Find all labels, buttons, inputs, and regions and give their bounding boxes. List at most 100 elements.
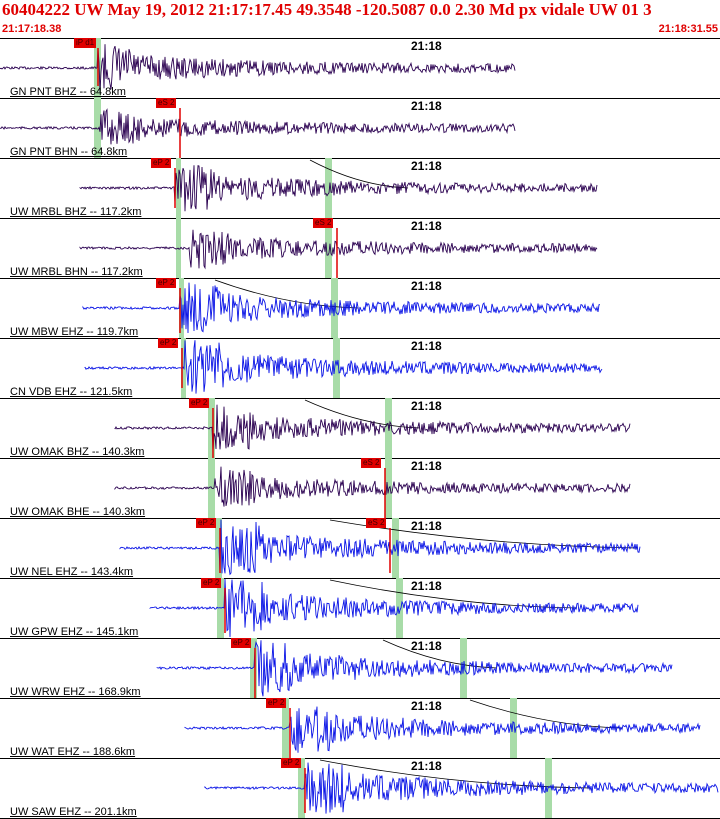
phase-window [325, 218, 332, 278]
station-label: UW MRBL BHN -- 117.2km [10, 266, 143, 278]
phase-pick-tag[interactable]: eP 2 [189, 398, 210, 408]
trace-row[interactable]: eS 2 21:18 GN PNT BHN -- 64.8km [0, 98, 720, 159]
minute-label: 21:18 [411, 39, 442, 53]
waveform-trace [82, 282, 600, 334]
trace-row[interactable]: eP 2 21:18 CN VDB EHZ -- 121.5km [0, 338, 720, 399]
minute-label: 21:18 [411, 639, 442, 653]
minute-label: 21:18 [411, 279, 442, 293]
travel-time-curve [214, 279, 359, 309]
phase-pick-tag[interactable]: eP 2 [158, 338, 179, 348]
travel-time-curve [304, 399, 421, 429]
phase-pick-tag[interactable]: eP 2 [201, 578, 222, 588]
trace-row[interactable]: eP 2 21:18 UW SAW EHZ -- 201.1km [0, 758, 720, 819]
phase-window [396, 578, 403, 638]
waveform-trace [0, 44, 516, 93]
station-label: UW OMAK BHZ -- 140.3km [10, 446, 145, 458]
trace-row[interactable]: eS 2 21:18 UW MRBL BHN -- 117.2km [0, 218, 720, 279]
phase-pick-tag[interactable]: eP 2 [266, 698, 287, 708]
minute-label: 21:18 [411, 699, 442, 713]
station-label: UW NEL EHZ -- 143.4km [10, 566, 134, 578]
minute-label: 21:18 [411, 99, 442, 113]
phase-window [250, 638, 257, 698]
waveform-trace [79, 165, 598, 212]
waveform-plot [84, 338, 603, 398]
station-label: UW SAW EHZ -- 201.1km [10, 806, 137, 818]
minute-label: 21:18 [411, 159, 442, 173]
start-time: 21:17:18.38 [2, 23, 62, 35]
station-label: UW MBW EHZ -- 119.7km [10, 326, 139, 338]
trace-row[interactable]: eP 2 21:18 UW OMAK BHZ -- 140.3km [0, 398, 720, 459]
waveform-plot [0, 38, 516, 98]
travel-time-curve [309, 159, 409, 189]
phase-pick-tag[interactable]: eS 2 [313, 218, 334, 228]
trace-row[interactable]: eP 2 21:18 UW WAT EHZ -- 188.6km [0, 698, 720, 759]
waveform-trace [0, 108, 516, 145]
phase-pick-tag[interactable]: eS 2 [361, 458, 382, 468]
trace-row[interactable]: iP d1 21:18 GN PNT BHZ -- 64.8km [0, 38, 720, 99]
phase-pick-tag[interactable]: eS 2 [156, 98, 177, 108]
waveform-plot [156, 638, 673, 698]
trace-row[interactable]: eP 2 21:18 UW MBW EHZ -- 119.7km [0, 278, 720, 339]
minute-label: 21:18 [411, 579, 442, 593]
waveform-trace [119, 519, 641, 576]
waveform-plot [79, 218, 598, 278]
waveform-plot [184, 698, 701, 758]
phase-pick-tag[interactable]: eP 2 [281, 758, 302, 768]
phase-pick-tag[interactable]: eS 2 [366, 518, 387, 528]
station-label: UW WAT EHZ -- 188.6km [10, 746, 136, 758]
trace-row[interactable]: eP 2 21:18 UW GPW EHZ -- 145.1km [0, 578, 720, 639]
minute-label: 21:18 [411, 519, 442, 533]
station-label: UW OMAK BHE -- 140.3km [10, 506, 146, 518]
waveform-trace [114, 404, 631, 451]
seismogram-panel[interactable]: iP d1 21:18 GN PNT BHZ -- 64.8km eS 2 21:18 G… [0, 38, 720, 819]
waveform-trace [156, 640, 673, 697]
phase-window [94, 98, 101, 158]
station-label: UW GPW EHZ -- 145.1km [10, 626, 139, 638]
travel-time-curve [382, 639, 498, 669]
station-label: UW MRBL BHZ -- 117.2km [10, 206, 142, 218]
waveform-trace [184, 706, 701, 753]
waveform-trace [149, 578, 639, 638]
travel-time-curve [319, 759, 591, 789]
waveform-plot [114, 458, 631, 518]
travel-time-curve [469, 699, 623, 729]
station-label: GN PNT BHN -- 64.8km [10, 146, 128, 158]
waveform-plot [82, 278, 600, 338]
minute-label: 21:18 [411, 399, 442, 413]
minute-label: 21:18 [411, 759, 442, 773]
waveform-plot [204, 758, 719, 818]
phase-pick-tag[interactable]: eP 2 [156, 278, 177, 288]
phase-pick-tag[interactable]: eP 2 [196, 518, 217, 528]
travel-time-curve [329, 579, 578, 609]
waveform-plot [79, 158, 598, 218]
minute-label: 21:18 [411, 219, 442, 233]
minute-label: 21:18 [411, 459, 442, 473]
station-label: UW WRW EHZ -- 168.9km [10, 686, 141, 698]
waveform-trace [204, 762, 719, 814]
waveform-trace [114, 466, 631, 507]
event-header: 60404222 UW May 19, 2012 21:17:17.45 49.… [0, 0, 720, 39]
phase-pick-tag[interactable]: eP 2 [151, 158, 172, 168]
event-title: 60404222 UW May 19, 2012 21:17:17.45 49.… [2, 0, 652, 19]
phase-window [325, 158, 332, 218]
waveform-trace [84, 340, 603, 394]
phase-window [208, 398, 215, 458]
phase-window [385, 458, 392, 518]
phase-window [282, 698, 289, 758]
waveform-plot [0, 98, 516, 158]
trace-row[interactable]: eS 2 21:18 UW OMAK BHE -- 140.3km [0, 458, 720, 519]
phase-window [510, 698, 517, 758]
end-time: 21:18:31.55 [658, 23, 718, 35]
phase-window [298, 758, 305, 818]
waveform-trace [79, 229, 598, 270]
phase-pick-tag[interactable]: eP 2 [231, 638, 252, 648]
trace-row[interactable]: eP 2 21:18 UW MRBL BHZ -- 117.2km [0, 158, 720, 219]
minute-label: 21:18 [411, 339, 442, 353]
station-label: CN VDB EHZ -- 121.5km [10, 386, 133, 398]
phase-window [333, 338, 340, 398]
station-label: GN PNT BHZ -- 64.8km [10, 86, 126, 98]
waveform-plot [114, 398, 631, 458]
trace-row[interactable]: eP 2 eS 2 21:18 UW NEL EHZ -- 143.4km [0, 518, 720, 579]
phase-pick-tag[interactable]: iP d1 [74, 38, 97, 48]
trace-row[interactable]: eP 2 21:18 UW WRW EHZ -- 168.9km [0, 638, 720, 699]
